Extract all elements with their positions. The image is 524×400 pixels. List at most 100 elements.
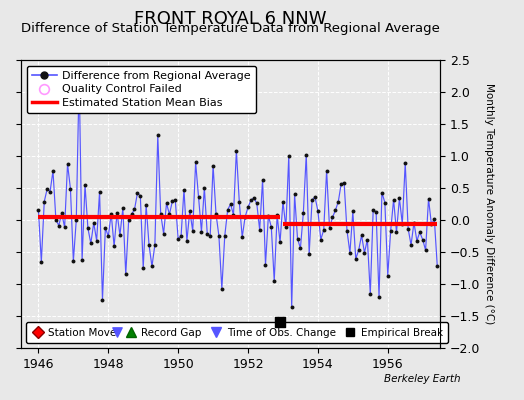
Point — [92, 238, 101, 244]
Point — [273, 212, 281, 219]
Point — [122, 271, 130, 278]
Point — [60, 224, 69, 231]
Point — [285, 153, 293, 159]
Point — [95, 188, 104, 195]
Point — [305, 251, 313, 257]
Point — [43, 186, 51, 192]
Point — [270, 278, 278, 284]
Point — [200, 185, 209, 191]
Point — [113, 329, 121, 335]
Point — [334, 198, 343, 205]
Point — [253, 200, 261, 206]
Point — [279, 198, 287, 205]
Point — [293, 236, 302, 242]
Text: FRONT ROYAL 6 NNW: FRONT ROYAL 6 NNW — [134, 10, 327, 28]
Point — [328, 214, 336, 221]
Point — [127, 211, 136, 218]
Text: Berkeley Earth: Berkeley Earth — [385, 374, 461, 384]
Point — [282, 224, 290, 230]
Text: Difference of Station Temperature Data from Regional Average: Difference of Station Temperature Data f… — [21, 22, 440, 35]
Point — [209, 162, 217, 169]
Point — [357, 232, 366, 238]
Y-axis label: Monthly Temperature Anomaly Difference (°C): Monthly Temperature Anomaly Difference (… — [484, 83, 494, 325]
Point — [296, 245, 304, 252]
Point — [162, 200, 171, 206]
Point — [264, 212, 272, 219]
Point — [407, 242, 415, 248]
Point — [410, 220, 418, 226]
Point — [40, 198, 48, 205]
Point — [276, 319, 285, 326]
Point — [247, 197, 255, 203]
Point — [230, 212, 238, 218]
Point — [183, 238, 191, 244]
Point — [223, 207, 232, 213]
Point — [75, 73, 83, 79]
Point — [191, 159, 200, 166]
Point — [363, 236, 372, 243]
Point — [110, 243, 118, 250]
Point — [49, 168, 57, 174]
Point — [203, 231, 212, 237]
Point — [348, 208, 357, 215]
Point — [238, 234, 246, 240]
Point — [288, 304, 296, 310]
Point — [372, 209, 380, 216]
Point — [101, 224, 110, 231]
Point — [66, 186, 74, 192]
Point — [136, 192, 145, 199]
Point — [340, 180, 348, 186]
Point — [299, 210, 308, 216]
Point — [331, 207, 340, 214]
Point — [139, 265, 147, 271]
Point — [81, 182, 89, 188]
Point — [168, 198, 177, 204]
Point — [384, 272, 392, 279]
Point — [419, 236, 427, 243]
Point — [145, 242, 153, 248]
Legend: Station Move, Record Gap, Time of Obs. Change, Empirical Break: Station Move, Record Gap, Time of Obs. C… — [26, 322, 448, 343]
Point — [177, 233, 185, 239]
Point — [314, 208, 322, 214]
Point — [302, 152, 310, 158]
Point — [267, 224, 276, 230]
Point — [308, 197, 316, 203]
Point — [84, 225, 92, 232]
Point — [343, 228, 351, 234]
Point — [54, 222, 63, 229]
Point — [346, 250, 354, 256]
Point — [226, 201, 235, 207]
Point — [392, 229, 401, 235]
Point — [130, 206, 139, 213]
Point — [354, 247, 363, 254]
Point — [380, 199, 389, 206]
Point — [276, 239, 284, 245]
Point — [235, 199, 244, 205]
Point — [290, 191, 299, 198]
Point — [427, 221, 435, 228]
Point — [180, 186, 188, 193]
Point — [72, 217, 81, 223]
Point — [118, 205, 127, 212]
Point — [256, 227, 264, 233]
Point — [325, 225, 334, 232]
Point — [217, 286, 226, 292]
Point — [197, 228, 205, 235]
Point — [52, 216, 60, 223]
Point — [46, 188, 54, 195]
Point — [413, 238, 421, 244]
Point — [69, 258, 78, 264]
Point — [58, 210, 66, 216]
Point — [387, 228, 395, 234]
Point — [241, 214, 249, 220]
Point — [194, 194, 203, 200]
Point — [424, 196, 433, 202]
Point — [157, 210, 165, 217]
Point — [421, 247, 430, 254]
Point — [154, 132, 162, 139]
Point — [401, 160, 409, 166]
Point — [232, 148, 241, 154]
Point — [104, 233, 113, 240]
Point — [151, 242, 159, 248]
Point — [212, 211, 220, 217]
